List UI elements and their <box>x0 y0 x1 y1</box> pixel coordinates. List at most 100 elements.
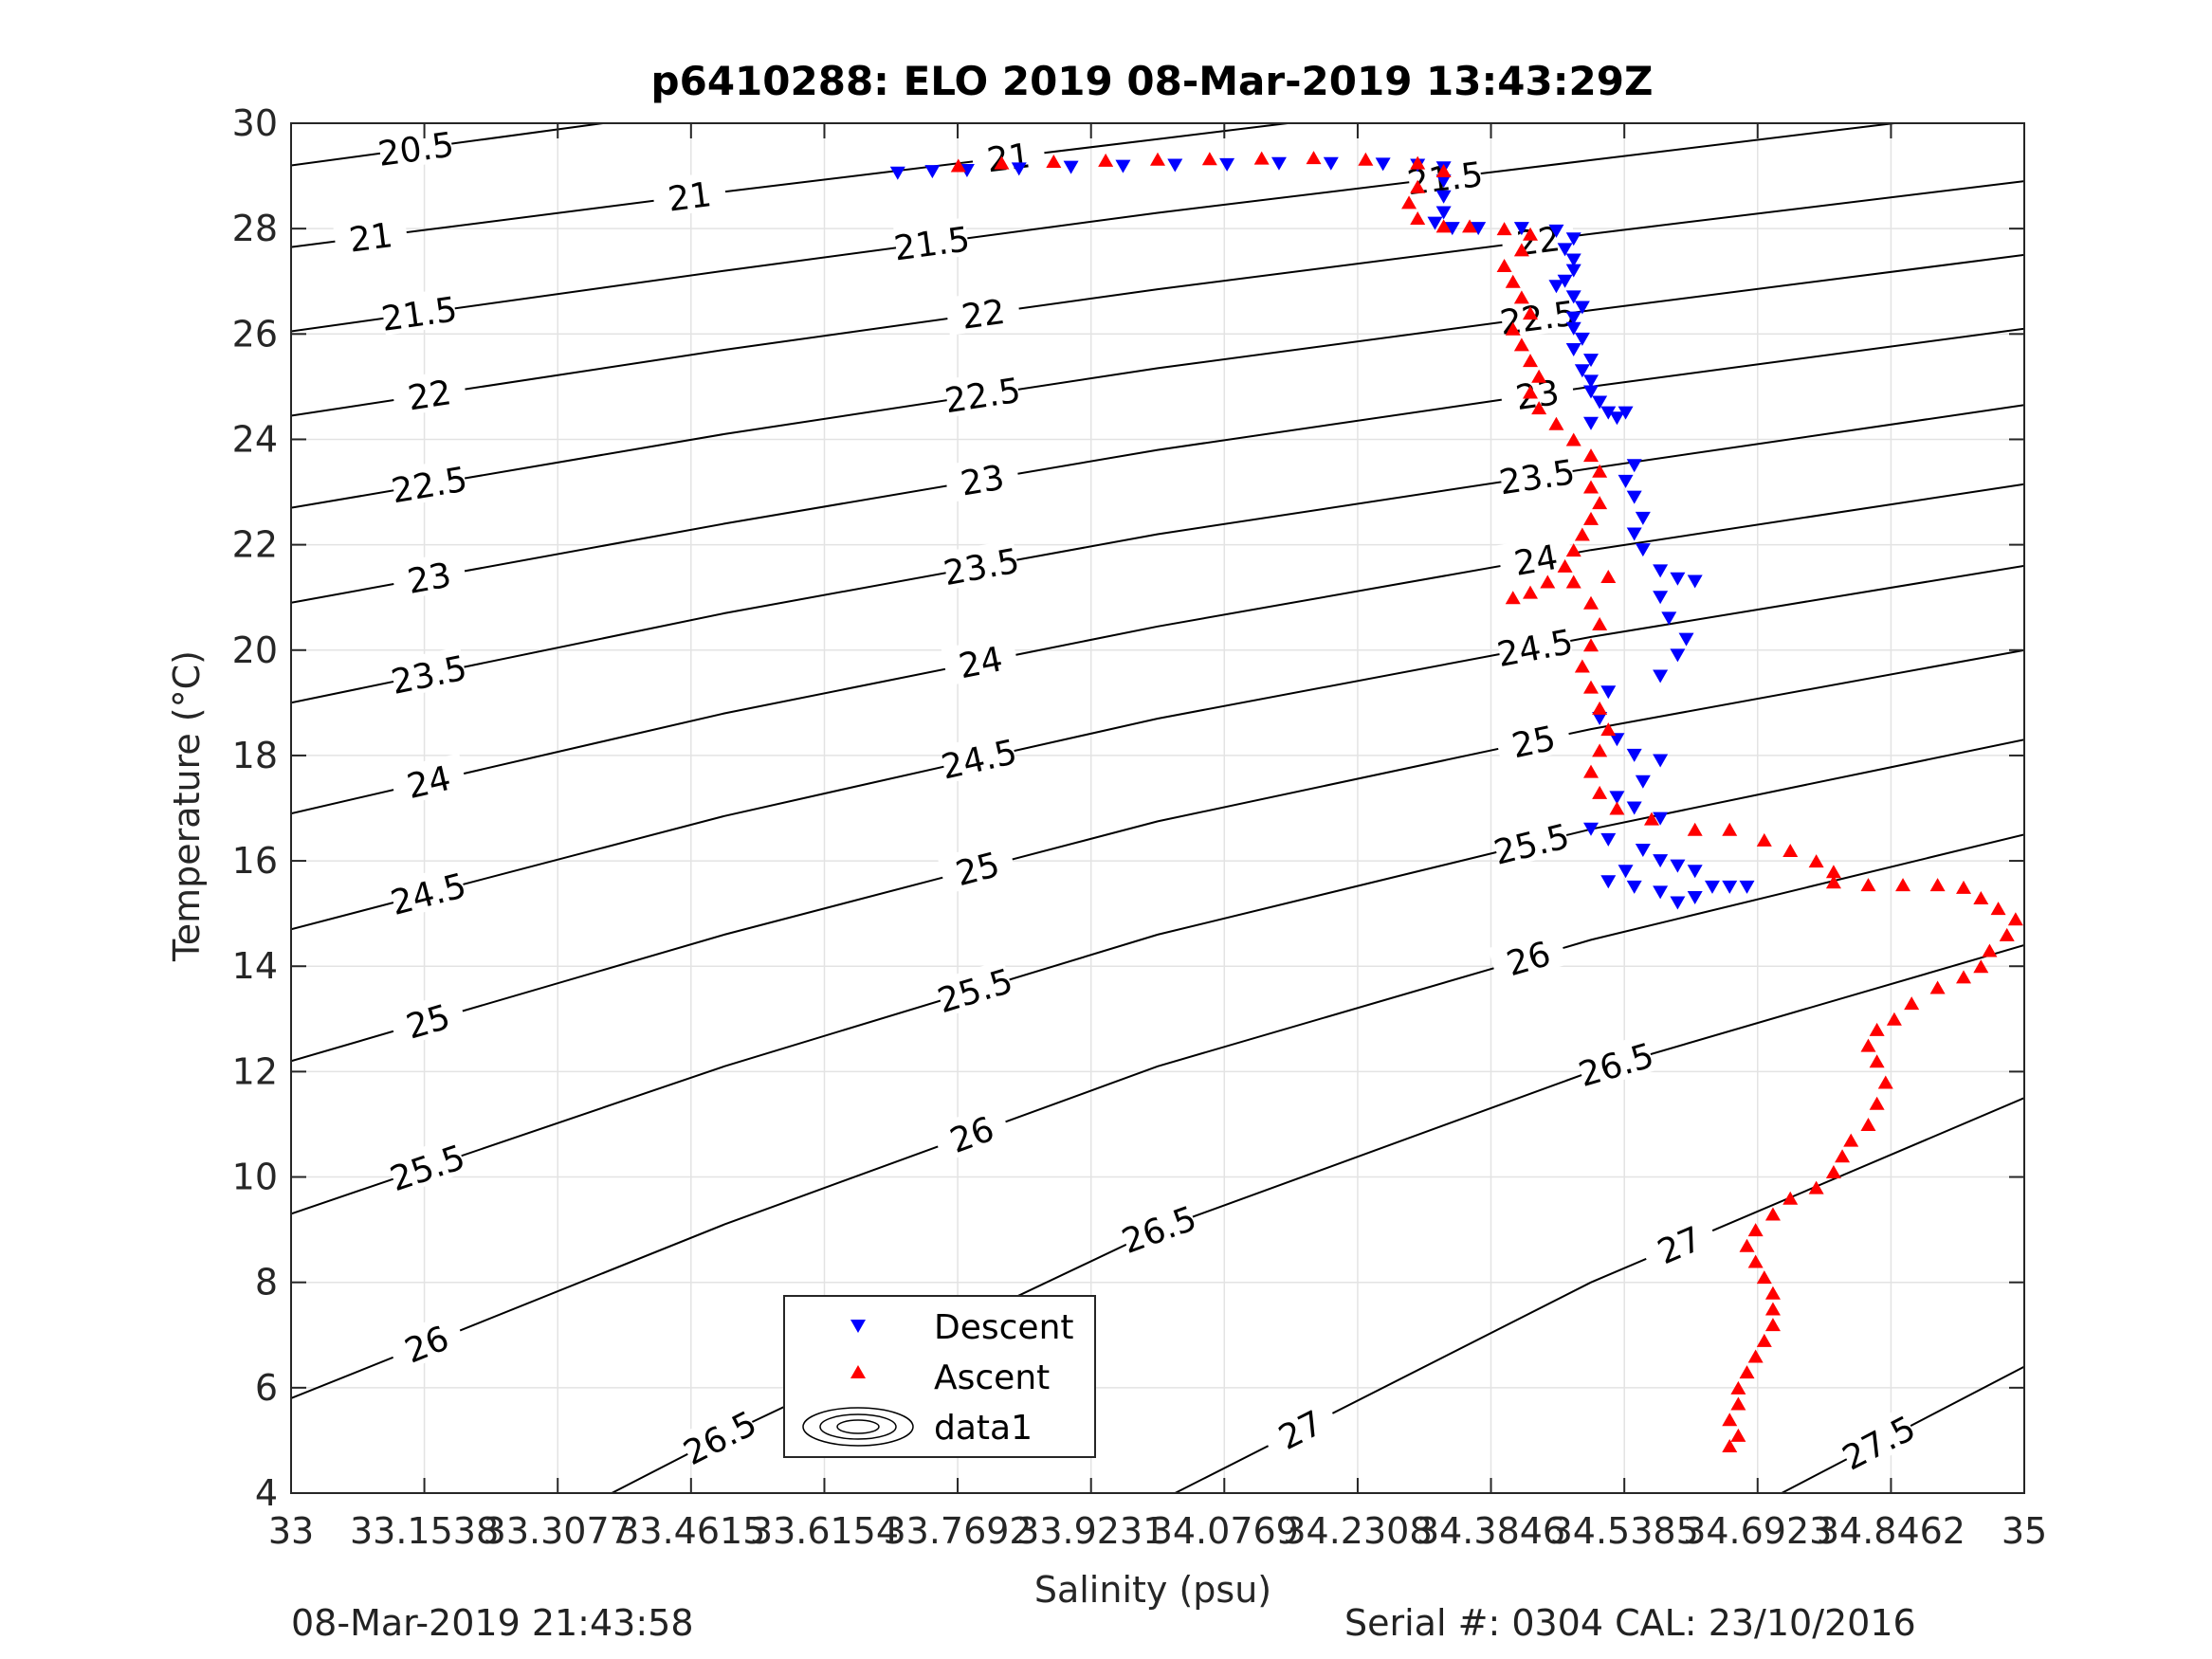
ascent-point <box>1730 1380 1746 1395</box>
ascent-point <box>1592 701 1608 715</box>
ascent-point <box>1747 1349 1764 1363</box>
descent-point <box>1435 206 1452 220</box>
contour-label-group: 25.5 <box>386 1136 470 1199</box>
descent-point <box>1626 748 1642 762</box>
contour-label-group: 25.5 <box>1490 814 1573 873</box>
contour-label-bg <box>1491 814 1571 869</box>
x-axis-label: Salinity (psu) <box>1034 1569 1271 1611</box>
legend-descent-label: Descent <box>934 1308 1074 1347</box>
descent-point <box>1670 896 1686 910</box>
descent-point <box>1271 156 1287 171</box>
y-tick-label: 16 <box>232 840 278 882</box>
ascent-point <box>1808 1180 1824 1194</box>
contour-label-bg <box>941 634 1019 686</box>
descent-point <box>1063 160 1079 174</box>
contour-label: 22 <box>960 293 1008 337</box>
ascent-point <box>1496 222 1512 236</box>
contour-label-bg <box>387 991 467 1048</box>
ascent-point <box>1609 801 1625 815</box>
contour-label: 21 <box>666 175 714 219</box>
contour-label-group: 21 <box>650 171 728 220</box>
descent-point <box>1626 490 1642 504</box>
x-tick-label: 33.9231 <box>1016 1510 1165 1552</box>
contour-label: 22.5 <box>389 460 470 511</box>
descent-point <box>1115 159 1131 173</box>
contour-label-group: 26 <box>1488 927 1568 985</box>
contour-label-bg <box>1837 1407 1919 1475</box>
descent-point <box>1609 791 1625 805</box>
ascent-point <box>1764 1285 1781 1300</box>
contour-label-group: 20.5 <box>375 123 456 174</box>
ascent-point <box>1877 1075 1893 1089</box>
descent-point <box>1678 632 1694 647</box>
contour-label: 23.5 <box>941 542 1022 594</box>
data-series <box>889 151 2023 1452</box>
ascent-point <box>1548 416 1564 430</box>
x-tick-label: 33.7692 <box>883 1510 1032 1552</box>
descent-point <box>1609 733 1625 747</box>
descent-point <box>1704 880 1720 894</box>
contour-label-bg <box>1493 713 1573 766</box>
density-contour-line <box>291 123 1289 248</box>
y-tick-label: 18 <box>232 735 278 776</box>
ascent-point <box>1764 1207 1781 1221</box>
contour-label-bg <box>391 368 468 417</box>
footer-serial-calibration: Serial #: 0304 CAL: 23/10/2016 <box>1344 1602 1916 1644</box>
ascent-point <box>1929 878 1946 892</box>
x-tick-label: 34.8462 <box>1817 1510 1965 1552</box>
legend-box <box>783 1295 1096 1458</box>
descent-point <box>1565 264 1581 278</box>
descent-point <box>1670 648 1686 663</box>
descent-point <box>1427 216 1443 230</box>
ascent-point <box>1513 337 1529 352</box>
ascent-point <box>1523 585 1539 599</box>
density-contour-line <box>291 123 1895 333</box>
ascent-point <box>1643 811 1659 826</box>
descent-point <box>1583 354 1599 368</box>
grid <box>290 122 2025 1494</box>
contour-label-group: 25 <box>1493 713 1573 766</box>
contour-label: 23.5 <box>388 649 470 702</box>
y-tick-label: 22 <box>232 524 278 566</box>
descent-point <box>1653 669 1669 684</box>
contour-label-bg <box>1498 450 1576 500</box>
contour-label-group: 26.5 <box>1575 1033 1658 1095</box>
contour-label-bg <box>390 550 468 601</box>
ascent-point <box>1046 155 1062 169</box>
ascent-point <box>1860 1038 1876 1052</box>
ascent-point <box>1722 1438 1738 1452</box>
contour-label-bg <box>937 839 1017 895</box>
y-tick-label: 24 <box>232 418 278 460</box>
contour-label-group: 27 <box>1258 1395 1341 1462</box>
ascent-point <box>1973 959 1989 974</box>
contour-label: 23 <box>958 459 1007 504</box>
y-tick-label: 10 <box>232 1157 278 1198</box>
ascent-point <box>1583 638 1599 652</box>
contour-label-group: 24.5 <box>1494 620 1576 675</box>
ascent-point <box>1531 401 1547 415</box>
ascent-point <box>1600 569 1617 583</box>
ascent-point <box>1730 1428 1746 1442</box>
contour-label: 24.5 <box>1494 623 1576 675</box>
descent-point <box>1739 880 1755 894</box>
descent-point <box>1565 342 1581 356</box>
x-tick-label: 34.2308 <box>1283 1510 1432 1552</box>
contour-label-group: 23 <box>942 453 1021 504</box>
density-contour-line <box>291 738 2024 1215</box>
ascent-point <box>1869 1022 1885 1036</box>
ascent-point <box>1860 1117 1876 1131</box>
descent-point <box>1635 775 1651 789</box>
ascent-point <box>1253 151 1270 165</box>
contour-label-group: 21.5 <box>891 217 972 269</box>
ascent-point <box>1764 1318 1781 1332</box>
descent-point <box>1565 290 1581 304</box>
descent-point <box>1557 243 1573 257</box>
descent-point <box>1626 880 1642 894</box>
descent-point <box>889 166 905 180</box>
ascent-point <box>1583 480 1599 494</box>
contour-label-group: 22.5 <box>942 369 1023 421</box>
ascent-point <box>1747 1254 1764 1268</box>
ascent-point <box>1990 902 2006 916</box>
ascent-point <box>1410 179 1426 193</box>
contour-label: 22 <box>405 374 453 418</box>
